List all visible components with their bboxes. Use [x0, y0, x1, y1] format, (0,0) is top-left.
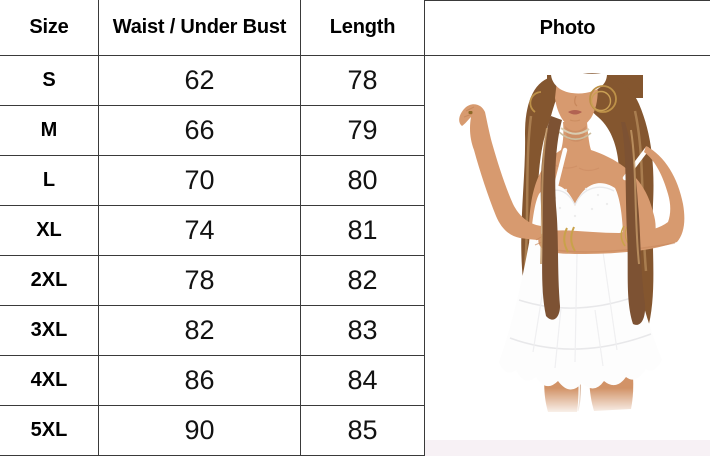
- right-hoop-earring-icon: [589, 85, 617, 113]
- col-header-photo: Photo: [425, 0, 710, 56]
- bracelets-icon: [563, 224, 630, 253]
- waist-cell-3xl: 82: [99, 306, 301, 356]
- size-cell-3xl: 3XL: [0, 306, 99, 356]
- bottom-tint: [425, 440, 710, 456]
- size-cell-m: M: [0, 106, 99, 156]
- model-face: [551, 74, 607, 129]
- length-cell-4xl: 84: [301, 356, 425, 406]
- length-cell-m: 79: [301, 106, 425, 156]
- size-cell-xl: XL: [0, 206, 99, 256]
- waist-cell-2xl: 78: [99, 256, 301, 306]
- product-photo: [425, 56, 710, 456]
- col-header-size: Size: [0, 0, 99, 56]
- length-cell-xl: 81: [301, 206, 425, 256]
- waist-cell-m: 66: [99, 106, 301, 156]
- tiered-skirt: [499, 232, 662, 390]
- size-cell-s: S: [0, 56, 99, 106]
- size-cell-2xl: 2XL: [0, 256, 99, 306]
- necklace-icon: [558, 127, 592, 141]
- waist-cell-5xl: 90: [99, 406, 301, 456]
- length-cell-5xl: 85: [301, 406, 425, 456]
- col-header-waist: Waist / Under Bust: [99, 0, 301, 56]
- waist-cell-4xl: 86: [99, 356, 301, 406]
- length-cell-2xl: 82: [301, 256, 425, 306]
- waist-cell-s: 62: [99, 56, 301, 106]
- raised-arm: [459, 104, 541, 240]
- ring-icon: [468, 111, 473, 114]
- waist-cell-xl: 74: [99, 206, 301, 256]
- left-hoop-earring-icon: [529, 91, 542, 113]
- col-header-length: Length: [301, 0, 425, 56]
- size-cell-5xl: 5XL: [0, 406, 99, 456]
- size-cell-l: L: [0, 156, 99, 206]
- length-cell-3xl: 83: [301, 306, 425, 356]
- size-cell-4xl: 4XL: [0, 356, 99, 406]
- length-cell-l: 80: [301, 156, 425, 206]
- leg-fade: [510, 388, 650, 416]
- front-hair-strands: [540, 116, 646, 325]
- tier-seam-2: [509, 333, 652, 350]
- waist-cell-l: 70: [99, 156, 301, 206]
- left-strap: [553, 147, 568, 189]
- dress-photo-illustration: [425, 56, 710, 456]
- length-cell-s: 78: [301, 56, 425, 106]
